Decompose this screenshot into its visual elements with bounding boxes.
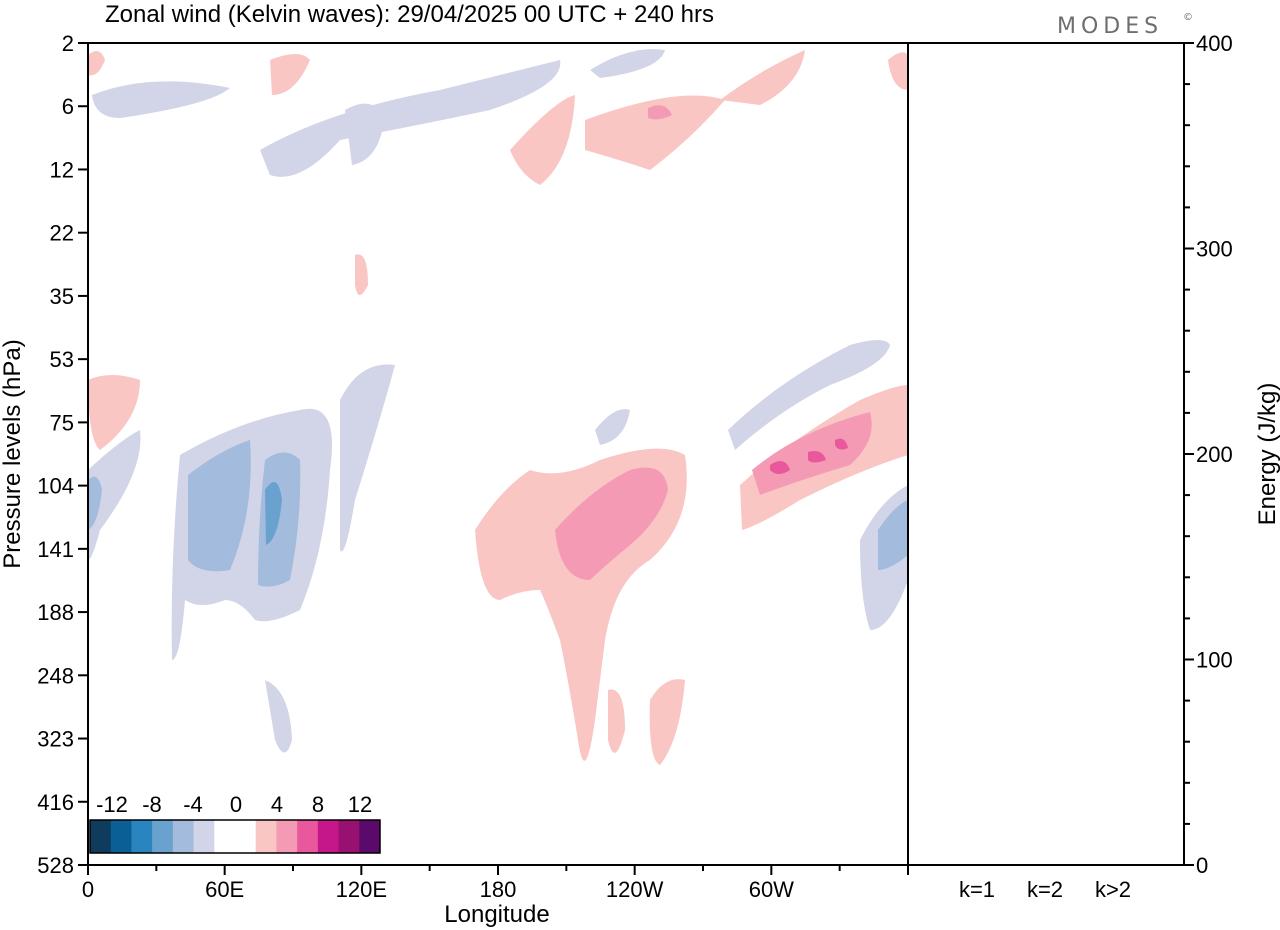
wind-contour-blobs [88, 49, 908, 765]
energy-bar [955, 864, 999, 865]
pressure-tick-label: 6 [62, 94, 74, 119]
longitude-axis: 0 60E 120E 180 120W 60W [82, 865, 909, 902]
pressure-tick-label: 141 [37, 537, 74, 562]
contour-negative-west [88, 430, 141, 560]
colorbar-swatch [359, 820, 381, 853]
colorbar-label: 0 [230, 792, 242, 817]
chart-title: Zonal wind (Kelvin waves): 29/04/2025 00… [105, 1, 714, 28]
longitude-tick-label: 60E [205, 877, 244, 902]
contour-negative-east [728, 340, 890, 450]
contour-negative-west [265, 482, 282, 545]
colorbar-label: -12 [96, 792, 128, 817]
colorbar-label: 8 [312, 792, 324, 817]
y-axis-label: Pressure levels (hPa) [0, 339, 26, 568]
colorbar-swatch [235, 820, 257, 853]
contour-positive-upper [720, 50, 805, 105]
contour-positive-center [555, 467, 668, 580]
contour-positive-upper [888, 52, 908, 90]
pressure-tick-label: 104 [37, 474, 74, 499]
energy-bar [1091, 864, 1135, 865]
contour-positive-upper [270, 54, 310, 95]
contour-positive-center [608, 689, 625, 753]
colorbar-swatch [214, 820, 236, 853]
energy-tick-label: 100 [1196, 648, 1233, 673]
contour-negative-east [595, 409, 630, 445]
contour-negative-west [340, 364, 395, 552]
pressure-tick-label: 53 [50, 347, 74, 372]
longitude-tick-label: 120W [606, 877, 664, 902]
longitude-tick-label: 120E [336, 877, 387, 902]
contour-negative-upper [590, 49, 665, 78]
energy-tick-label: 300 [1196, 237, 1233, 262]
energy-category-label: k=2 [1027, 877, 1063, 902]
colorbar-label: -8 [142, 792, 162, 817]
colorbar-swatch [110, 820, 132, 853]
colorbar-swatch [317, 820, 340, 853]
contour-positive-center [649, 679, 685, 765]
pressure-tick-label: 188 [37, 600, 74, 625]
pressure-tick-label: 2 [62, 31, 74, 56]
pressure-tick-label: 35 [50, 284, 74, 309]
colorbar-swatch [172, 820, 195, 853]
energy-bar [1023, 864, 1067, 865]
energy-axis-label: Energy (J/kg) [1254, 383, 1280, 526]
colorbar-frame [89, 819, 381, 854]
colorbar-swatch [90, 820, 112, 853]
longitude-tick-label: 60W [749, 877, 794, 902]
longitude-tick-label: 0 [82, 877, 94, 902]
zonal-wind-heatmap [88, 49, 908, 765]
contour-negative-west [265, 680, 292, 753]
colorbar-swatch [131, 820, 153, 853]
energy-category-label: k=1 [959, 877, 995, 902]
x-axis-label: Longitude [444, 901, 549, 928]
colorbar-swatch [152, 820, 174, 853]
contour-negative-upper [345, 103, 385, 165]
colorbar-label: 12 [348, 792, 372, 817]
colorbar-swatch [255, 820, 277, 853]
colorbar-swatch [276, 820, 298, 853]
colorbar-label: -4 [183, 792, 203, 817]
pressure-tick-label: 416 [37, 790, 74, 815]
energy-tick-label: 0 [1196, 853, 1208, 878]
contour-positive-east [808, 451, 826, 463]
modes-logo: MODES [1057, 14, 1163, 39]
energy-tick-label: 400 [1196, 31, 1233, 56]
colorbar-label: 4 [271, 792, 283, 817]
contour-positive-upper [355, 254, 368, 295]
contour-positive-upper [648, 105, 672, 120]
pressure-tick-label: 75 [50, 410, 74, 435]
contour-positive-upper [510, 95, 575, 185]
pressure-tick-label: 528 [37, 853, 74, 878]
energy-category-label: k>2 [1095, 877, 1131, 902]
contour-negative-west [88, 476, 102, 530]
colorbar: -12 -8 -4 0 4 8 12 [89, 792, 381, 854]
contour-positive-center [88, 375, 140, 450]
energy-panel-frame [907, 42, 1185, 866]
pressure-tick-label: 12 [50, 157, 74, 182]
contour-positive-upper [585, 95, 725, 170]
pressure-tick-label: 248 [37, 663, 74, 688]
pressure-tick-label: 323 [37, 727, 74, 752]
contour-positive-east [835, 438, 848, 450]
contour-positive-east [770, 461, 790, 474]
energy-tick-label: 200 [1196, 442, 1233, 467]
energy-axis: 0 100 200 300 400 [1184, 31, 1233, 878]
logo-copyright-mark: © [1183, 12, 1193, 23]
energy-bars: k=1 k=2 k>2 [955, 864, 1135, 902]
pressure-tick-label: 22 [50, 221, 74, 246]
contour-negative-upper [92, 81, 230, 118]
colorbar-swatch [338, 820, 360, 853]
contour-negative-upper [260, 60, 561, 177]
contour-positive-upper [88, 51, 105, 76]
contour-negative-west [188, 440, 251, 572]
colorbar-swatch [297, 820, 319, 853]
contour-negative-east [878, 500, 908, 570]
colorbar-swatch [193, 820, 215, 853]
pressure-axis: 2 6 12 22 35 53 75 104 141 188 248 323 416 528 [37, 31, 88, 878]
longitude-tick-label: 180 [480, 877, 517, 902]
